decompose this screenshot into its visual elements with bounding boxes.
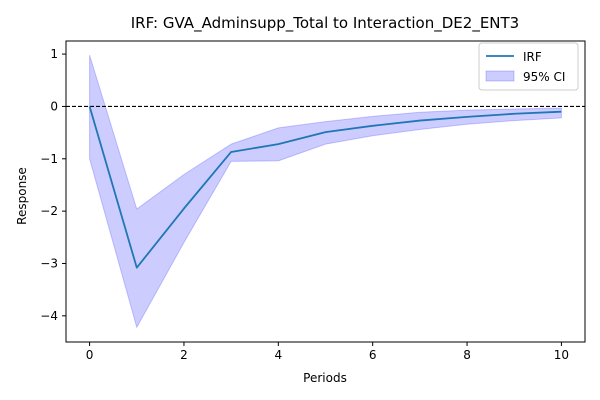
y-tick-label: −3 bbox=[40, 256, 58, 270]
x-tick-label: 8 bbox=[463, 348, 471, 362]
y-tick-label: 1 bbox=[50, 47, 58, 61]
y-axis-label: Response bbox=[15, 167, 29, 225]
plot-frame bbox=[65, 40, 586, 343]
x-tick-label: 6 bbox=[369, 348, 377, 362]
x-axis-label: Periods bbox=[303, 371, 347, 385]
y-tick-label: 0 bbox=[50, 99, 58, 113]
x-tick-label: 2 bbox=[180, 348, 188, 362]
legend-ci-swatch bbox=[485, 70, 515, 82]
x-axis-ticks: 0 2 4 6 8 10 bbox=[86, 342, 569, 362]
ci-band-layer bbox=[89, 54, 562, 329]
x-tick-label: 10 bbox=[554, 348, 569, 362]
y-tick-label: −4 bbox=[40, 309, 58, 323]
y-tick-label: −2 bbox=[40, 204, 58, 218]
legend: IRF 95% CI bbox=[478, 42, 579, 91]
legend-box bbox=[478, 42, 579, 91]
chart-title: IRF: GVA_Adminsupp_Total to Interaction_… bbox=[131, 14, 519, 33]
x-tick-label: 4 bbox=[274, 348, 282, 362]
series-line-irf bbox=[88, 106, 562, 269]
series-layer bbox=[88, 106, 562, 269]
x-tick-label: 0 bbox=[86, 348, 94, 362]
ci-band bbox=[89, 54, 562, 329]
y-axis-ticks: −4 −3 −2 −1 0 1 bbox=[40, 47, 66, 323]
legend-ci-label: 95% CI bbox=[523, 70, 565, 84]
legend-irf-label: IRF bbox=[523, 50, 542, 64]
y-tick-label: −1 bbox=[40, 152, 58, 166]
